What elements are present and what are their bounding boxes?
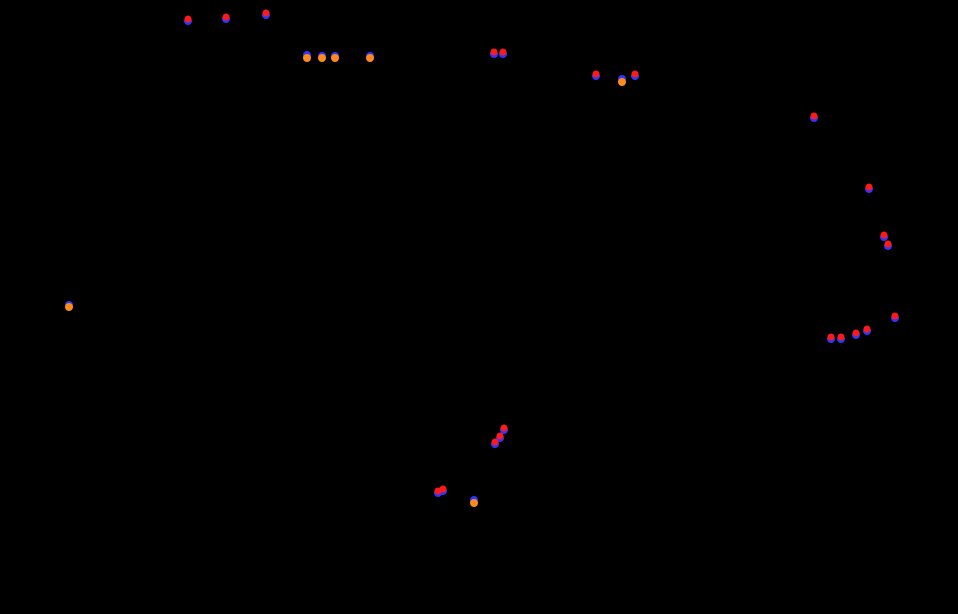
scatter-point: [500, 49, 507, 56]
scatter-point: [885, 241, 892, 248]
scatter-point: [866, 184, 873, 191]
scatter-point: [501, 425, 508, 432]
scatter-point: [811, 113, 818, 120]
scatter-point: [223, 14, 230, 21]
scatter-point: [318, 54, 326, 62]
scatter-point: [303, 54, 311, 62]
scatter-point: [331, 54, 339, 62]
scatter-point: [497, 433, 504, 440]
scatter-point: [65, 303, 73, 311]
scatter-point: [470, 499, 478, 507]
scatter-point: [185, 16, 192, 23]
scatter-point: [618, 78, 626, 86]
scatter-point: [838, 334, 845, 341]
scatter-point: [492, 439, 499, 446]
scatter-point: [440, 486, 447, 493]
scatter-point: [881, 232, 888, 239]
scatter-point: [366, 54, 374, 62]
scatter-point: [593, 71, 600, 78]
scatter-plot: [0, 0, 958, 614]
scatter-point: [853, 330, 860, 337]
scatter-point: [892, 313, 899, 320]
scatter-point: [632, 71, 639, 78]
scatter-point: [828, 334, 835, 341]
scatter-point: [491, 49, 498, 56]
scatter-point: [263, 10, 270, 17]
scatter-point: [864, 326, 871, 333]
